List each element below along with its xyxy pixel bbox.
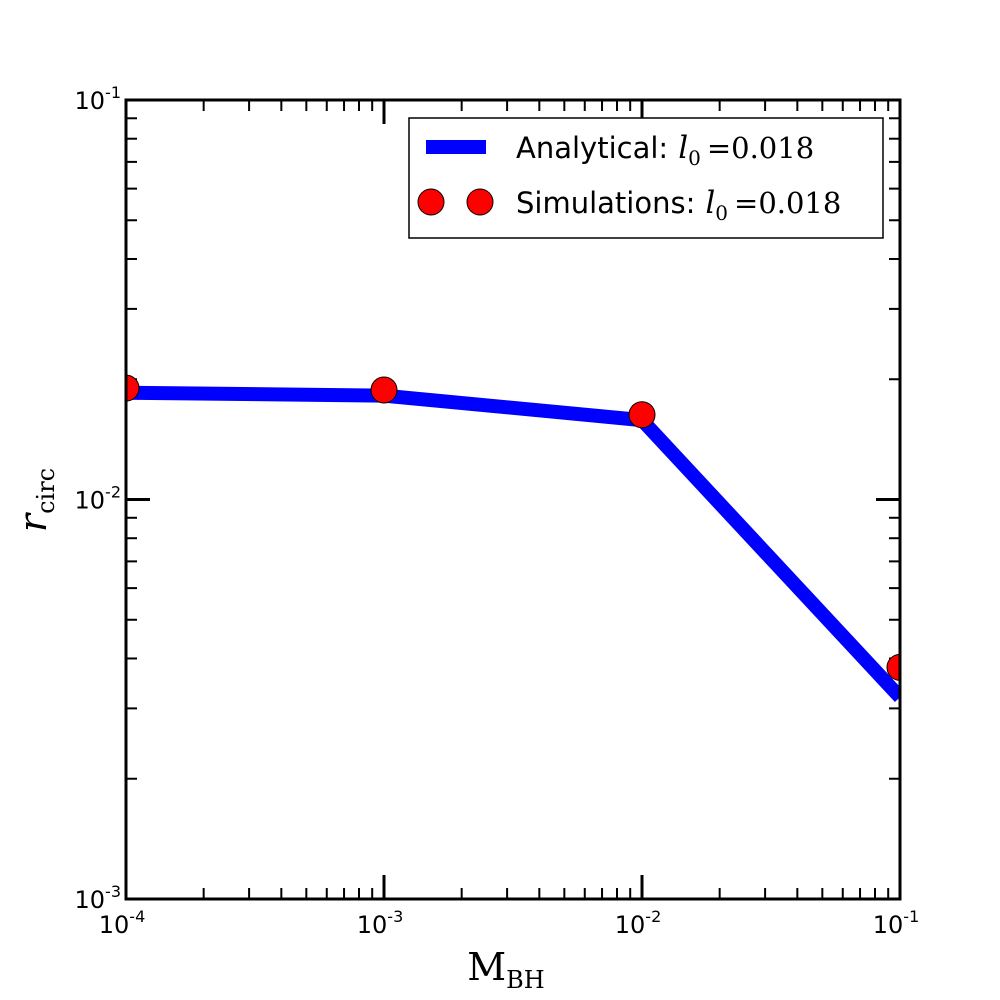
x-tick-label: 10-2 (615, 907, 662, 939)
y-tick-label: 10-1 (75, 83, 122, 115)
simulation-point (628, 401, 656, 429)
x-axis-label: MBH (467, 945, 545, 994)
y-tick-labels: 10-3 10-2 10-1 (75, 83, 122, 914)
x-tick-labels: 10-4 10-3 10-2 10-1 (99, 907, 920, 939)
legend-box (408, 117, 884, 239)
x-tick-label: 10-4 (99, 907, 146, 939)
legend-entry-simulations: Simulations: l0 =0.018 (516, 185, 841, 225)
simulation-point (886, 653, 900, 681)
x-tick-label: 10-1 (873, 907, 920, 939)
simulation-point (126, 374, 140, 402)
analytical-line (126, 385, 900, 702)
y-tick-label: 10-2 (75, 483, 122, 515)
legend-marker-2 (466, 188, 494, 216)
legend-marker-1 (417, 188, 445, 216)
plot-frame (124, 98, 902, 901)
y-axis-label: rcirc (11, 468, 60, 532)
legend-entry-analytical: Analytical: l0 =0.018 (516, 130, 814, 170)
x-tick-label: 10-3 (357, 907, 404, 939)
plot-area (126, 374, 900, 702)
series-layer (126, 374, 900, 702)
simulation-point (370, 376, 398, 404)
y-tick-label: 10-3 (75, 882, 122, 914)
minor-ticks (126, 100, 900, 899)
legend: Analytical: l0 =0.018 Simulations: l0 =0.0… (408, 117, 884, 239)
